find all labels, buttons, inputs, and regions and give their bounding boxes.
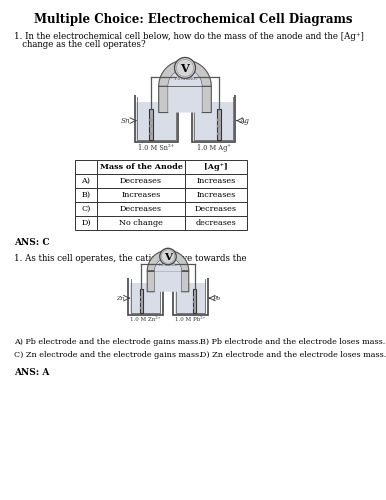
Circle shape: [217, 124, 220, 128]
Circle shape: [140, 307, 142, 309]
Circle shape: [140, 301, 142, 303]
Circle shape: [150, 132, 153, 135]
Text: 1.0 M Ag⁺: 1.0 M Ag⁺: [196, 144, 230, 152]
Text: 1.0 M Zn²⁺: 1.0 M Zn²⁺: [130, 317, 161, 322]
Circle shape: [149, 132, 152, 135]
Text: A) Pb electrode and the electrode gains mass.: A) Pb electrode and the electrode gains …: [14, 338, 201, 346]
Circle shape: [150, 124, 153, 128]
Circle shape: [194, 296, 196, 298]
Polygon shape: [75, 160, 97, 174]
Text: V: V: [164, 253, 172, 262]
Circle shape: [141, 296, 143, 298]
Polygon shape: [185, 188, 247, 202]
Text: Increases: Increases: [196, 177, 235, 185]
Circle shape: [149, 124, 152, 128]
Text: B): B): [81, 191, 91, 199]
Circle shape: [141, 307, 143, 309]
Text: Decreases: Decreases: [120, 177, 162, 185]
Circle shape: [193, 301, 195, 303]
Text: 1.0 M KNO₃: 1.0 M KNO₃: [159, 263, 177, 267]
Polygon shape: [147, 250, 189, 292]
Text: C): C): [81, 205, 91, 213]
Bar: [149, 109, 153, 140]
Circle shape: [150, 118, 153, 122]
Text: A): A): [81, 177, 90, 185]
Text: 1.0 M Sn²⁺: 1.0 M Sn²⁺: [139, 144, 174, 152]
Circle shape: [160, 248, 176, 265]
Polygon shape: [97, 174, 185, 188]
Circle shape: [174, 58, 195, 78]
Text: Pb: Pb: [212, 296, 220, 300]
Circle shape: [217, 132, 220, 135]
Polygon shape: [185, 174, 247, 188]
Polygon shape: [159, 60, 211, 112]
Circle shape: [194, 307, 196, 309]
Circle shape: [141, 301, 143, 303]
Text: Zn: Zn: [116, 296, 124, 300]
Polygon shape: [97, 216, 185, 230]
Bar: [193, 102, 234, 140]
Text: [Ag⁺]: [Ag⁺]: [204, 163, 228, 171]
Text: Ag: Ag: [239, 116, 249, 124]
Text: ANS: C: ANS: C: [14, 238, 49, 247]
Text: Decreases: Decreases: [120, 205, 162, 213]
Circle shape: [140, 296, 142, 298]
Bar: [130, 283, 161, 314]
Circle shape: [193, 307, 195, 309]
Polygon shape: [75, 216, 97, 230]
Polygon shape: [75, 174, 97, 188]
Polygon shape: [185, 216, 247, 230]
Text: Mass of the Anode: Mass of the Anode: [100, 163, 183, 171]
Text: change as the cell operates?: change as the cell operates?: [14, 40, 146, 49]
Circle shape: [218, 118, 220, 122]
Polygon shape: [97, 160, 185, 174]
Text: No change: No change: [119, 219, 163, 227]
Text: Increases: Increases: [121, 191, 161, 199]
Bar: [140, 288, 143, 313]
Circle shape: [149, 118, 152, 122]
Text: D) Zn electrode and the electrode loses mass.: D) Zn electrode and the electrode loses …: [200, 351, 386, 359]
Text: ANS: A: ANS: A: [14, 368, 49, 377]
Circle shape: [194, 301, 196, 303]
Circle shape: [218, 132, 220, 135]
Polygon shape: [75, 202, 97, 216]
Bar: [217, 109, 221, 140]
Circle shape: [193, 296, 195, 298]
Bar: [175, 283, 206, 314]
Polygon shape: [97, 202, 185, 216]
Text: 1.0 M Pb²⁺: 1.0 M Pb²⁺: [175, 317, 206, 322]
Text: Decreases: Decreases: [195, 205, 237, 213]
Polygon shape: [155, 258, 181, 292]
Text: C) Zn electrode and the electrode gains mass.: C) Zn electrode and the electrode gains …: [14, 351, 201, 359]
Text: Sn: Sn: [121, 116, 130, 124]
Bar: [136, 102, 177, 140]
Text: Increases: Increases: [196, 191, 235, 199]
Polygon shape: [168, 70, 202, 112]
Bar: [193, 288, 196, 313]
Text: V: V: [181, 64, 190, 74]
Text: 1. In the electrochemical cell below, how do the mass of the anode and the [Ag⁺]: 1. In the electrochemical cell below, ho…: [14, 32, 364, 41]
Text: B) Pb electrode and the electrode loses mass.: B) Pb electrode and the electrode loses …: [200, 338, 385, 346]
Text: 1.0 M KNO₃: 1.0 M KNO₃: [174, 76, 196, 80]
Text: D): D): [81, 219, 91, 227]
Polygon shape: [75, 188, 97, 202]
Polygon shape: [97, 188, 185, 202]
Text: decreases: decreases: [196, 219, 236, 227]
Polygon shape: [185, 160, 247, 174]
Text: 1. As this cell operates, the cations move towards the: 1. As this cell operates, the cations mo…: [14, 254, 247, 263]
Circle shape: [217, 118, 220, 122]
Text: Multiple Choice: Electrochemical Cell Diagrams: Multiple Choice: Electrochemical Cell Di…: [34, 13, 352, 26]
Circle shape: [218, 124, 220, 128]
Polygon shape: [185, 202, 247, 216]
